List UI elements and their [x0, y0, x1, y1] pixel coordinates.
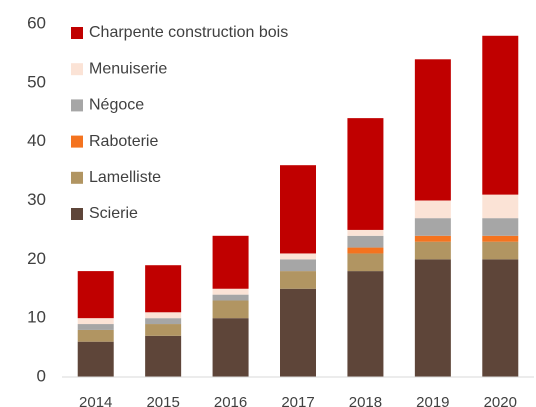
bar-segment	[414, 259, 451, 377]
bar-segment	[280, 165, 316, 254]
bar-segment	[280, 253, 316, 260]
bar-segment	[77, 318, 114, 325]
bar-segment	[482, 235, 519, 242]
bar-segment	[212, 294, 249, 301]
y-tick-label: 50	[27, 72, 46, 91]
legend-swatch	[71, 135, 83, 148]
x-tick-label: 2019	[416, 394, 449, 407]
bar-segment	[482, 218, 519, 236]
x-tick-label: 2016	[214, 394, 247, 407]
legend-label: Charpente construction bois	[89, 24, 288, 41]
legend-swatch	[71, 27, 83, 39]
bar-segment	[77, 341, 114, 377]
y-tick-label: 10	[27, 308, 46, 327]
legend-label: Raboterie	[89, 133, 158, 150]
x-tick-label: 2020	[484, 394, 517, 407]
bar-segment	[280, 259, 316, 272]
y-tick-label: 0	[37, 366, 46, 385]
bar-segment	[280, 271, 316, 289]
bar-segment	[77, 329, 114, 342]
bar-segment	[482, 241, 519, 260]
bar-segment	[414, 200, 451, 219]
bar-segment	[347, 229, 384, 236]
bar-segment	[212, 300, 249, 319]
bar-segment	[482, 194, 519, 219]
y-tick-label: 30	[27, 190, 46, 209]
bar-segment	[347, 253, 384, 272]
x-tick-label: 2018	[349, 394, 382, 407]
bar-segment	[414, 218, 451, 236]
bar-segment	[347, 271, 384, 377]
bar-segment	[414, 59, 451, 201]
legend-label: Scierie	[89, 205, 138, 222]
bar-segment	[280, 288, 316, 377]
bar-segment	[347, 235, 384, 248]
bar-segment	[482, 259, 519, 377]
bar-segment	[145, 335, 182, 377]
bar-segment	[145, 312, 182, 319]
y-tick-label: 60	[27, 13, 46, 32]
bar-segment	[347, 118, 384, 230]
bar-segment	[145, 318, 182, 325]
legend-label: Menuiserie	[89, 60, 167, 77]
y-tick-label: 20	[27, 249, 46, 268]
bar-segment	[212, 318, 249, 377]
bar-segment	[212, 288, 249, 295]
legend-swatch	[71, 171, 83, 184]
bar-segment	[414, 235, 451, 242]
bar-segment	[77, 271, 114, 319]
legend-swatch	[71, 99, 83, 112]
x-tick-label: 2014	[79, 394, 112, 407]
bar-segment	[77, 324, 114, 330]
bar-segment	[482, 35, 519, 195]
bar-segment	[414, 241, 451, 260]
bar-segment	[145, 324, 182, 336]
legend-swatch	[71, 63, 83, 76]
legend-label: Négoce	[89, 97, 144, 114]
bar-segment	[145, 265, 182, 313]
y-tick-label: 40	[27, 131, 46, 150]
bar-segment	[212, 235, 249, 289]
x-tick-label: 2017	[281, 394, 314, 407]
legend-label: Lamelliste	[89, 169, 161, 186]
bar-segment	[347, 247, 384, 254]
legend-swatch	[71, 208, 83, 220]
x-tick-label: 2015	[146, 394, 179, 407]
